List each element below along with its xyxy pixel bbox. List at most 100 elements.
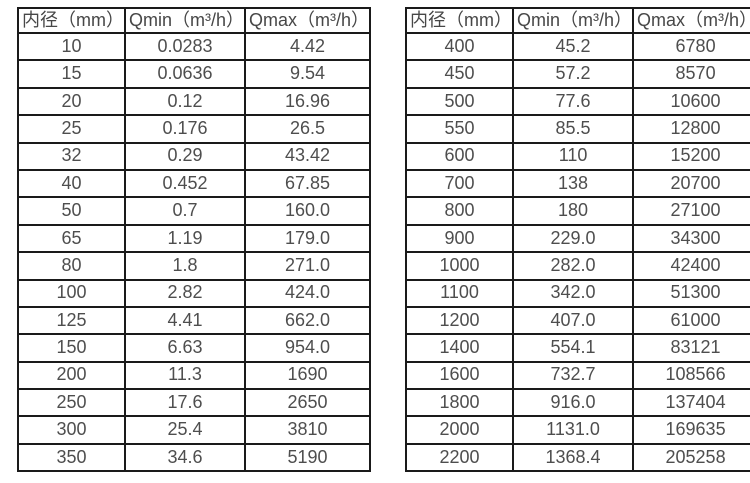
cell-qmax: 1690 — [244, 360, 372, 391]
cell-qmax: 9.54 — [244, 59, 372, 89]
cell-qmin: 0.452 — [123, 168, 247, 199]
table-row: 10 0.0283 4.42 — [17, 31, 372, 62]
table-row: 20 0.12 16.96 — [17, 86, 372, 117]
cell-qmin: 0.12 — [123, 86, 247, 117]
cell-inner-diameter: 500 — [405, 86, 515, 117]
cell-qmax: 42400 — [632, 251, 750, 281]
table-row: 800 180 27100 — [405, 196, 750, 226]
cell-qmax: 12800 — [632, 114, 750, 144]
cell-inner-diameter: 20 — [17, 86, 126, 117]
cell-qmax: 2650 — [244, 388, 372, 418]
cell-qmin: 342.0 — [512, 278, 635, 308]
cell-qmin: 57.2 — [512, 59, 635, 89]
table-row: 50 0.7 160.0 — [17, 196, 372, 226]
cell-inner-diameter: 800 — [405, 196, 515, 226]
cell-qmin: 1.8 — [123, 251, 247, 281]
cell-qmax: 83121 — [632, 333, 750, 363]
table-row: 500 77.6 10600 — [405, 86, 750, 117]
cell-inner-diameter: 80 — [17, 251, 126, 281]
cell-inner-diameter: 200 — [17, 360, 126, 391]
table-row: 1600 732.7 108566 — [405, 360, 750, 391]
table-row: 900 229.0 34300 — [405, 223, 750, 254]
cell-qmin: 77.6 — [512, 86, 635, 117]
cell-qmin: 229.0 — [512, 223, 635, 254]
cell-qmin: 34.6 — [123, 442, 247, 473]
flow-table-small-diameters: 内径（mm） Qmin（m³/h） Qmax（m³/h） 10 0.0283 4.4… — [17, 7, 372, 473]
cell-qmax: 5190 — [244, 442, 372, 473]
cell-inner-diameter: 125 — [17, 305, 126, 336]
cell-qmax: 954.0 — [244, 333, 372, 363]
cell-inner-diameter: 40 — [17, 168, 126, 199]
cell-qmax: 15200 — [632, 141, 750, 171]
cell-qmax: 424.0 — [244, 278, 372, 308]
table-row: 400 45.2 6780 — [405, 31, 750, 62]
cell-qmin: 282.0 — [512, 251, 635, 281]
cell-inner-diameter: 2200 — [405, 442, 515, 473]
header-qmax: Qmax（m³/h） — [632, 7, 750, 34]
cell-qmax: 16.96 — [244, 86, 372, 117]
cell-inner-diameter: 1400 — [405, 333, 515, 363]
table-row: 250 17.6 2650 — [17, 388, 372, 418]
cell-qmin: 0.0636 — [123, 59, 247, 89]
cell-inner-diameter: 1600 — [405, 360, 515, 391]
table-row: 200 11.3 1690 — [17, 360, 372, 391]
flow-rate-tables: 内径（mm） Qmin（m³/h） Qmax（m³/h） 10 0.0283 4.4… — [17, 7, 750, 473]
table-row: 300 25.4 3810 — [17, 415, 372, 445]
cell-qmax: 137404 — [632, 388, 750, 418]
cell-inner-diameter: 150 — [17, 333, 126, 363]
cell-qmax: 108566 — [632, 360, 750, 391]
cell-inner-diameter: 1000 — [405, 251, 515, 281]
cell-qmin: 1.19 — [123, 223, 247, 254]
cell-qmax: 169635 — [632, 415, 750, 445]
table-row: 1200 407.0 61000 — [405, 305, 750, 336]
cell-inner-diameter: 900 — [405, 223, 515, 254]
table-row: 1000 282.0 42400 — [405, 251, 750, 281]
cell-inner-diameter: 300 — [17, 415, 126, 445]
table-row: 65 1.19 179.0 — [17, 223, 372, 254]
table-row: 600 110 15200 — [405, 141, 750, 171]
cell-inner-diameter: 700 — [405, 168, 515, 199]
cell-qmax: 6780 — [632, 31, 750, 62]
table-row: 1100 342.0 51300 — [405, 278, 750, 308]
header-inner-diameter: 内径（mm） — [17, 7, 126, 34]
cell-inner-diameter: 1100 — [405, 278, 515, 308]
table-row: 700 138 20700 — [405, 168, 750, 199]
table-row: 1800 916.0 137404 — [405, 388, 750, 418]
header-qmin: Qmin（m³/h） — [123, 7, 247, 34]
header-qmin: Qmin（m³/h） — [512, 7, 635, 34]
cell-qmax: 67.85 — [244, 168, 372, 199]
flow-table-large-diameters: 内径（mm） Qmin（m³/h） Qmax（m³/h） 400 45.2 6780… — [405, 7, 750, 473]
cell-qmin: 554.1 — [512, 333, 635, 363]
table-row: 40 0.452 67.85 — [17, 168, 372, 199]
header-qmax: Qmax（m³/h） — [244, 7, 372, 34]
cell-qmin: 85.5 — [512, 114, 635, 144]
cell-qmax: 10600 — [632, 86, 750, 117]
cell-qmax: 205258 — [632, 442, 750, 473]
cell-inner-diameter: 400 — [405, 31, 515, 62]
cell-qmin: 0.29 — [123, 141, 247, 171]
cell-qmin: 6.63 — [123, 333, 247, 363]
table-row: 25 0.176 26.5 — [17, 114, 372, 144]
cell-inner-diameter: 1200 — [405, 305, 515, 336]
cell-qmin: 1368.4 — [512, 442, 635, 473]
table-row: 80 1.8 271.0 — [17, 251, 372, 281]
header-row: 内径（mm） Qmin（m³/h） Qmax（m³/h） — [405, 7, 750, 34]
cell-inner-diameter: 50 — [17, 196, 126, 226]
cell-inner-diameter: 15 — [17, 59, 126, 89]
cell-inner-diameter: 600 — [405, 141, 515, 171]
table-row: 350 34.6 5190 — [17, 442, 372, 473]
cell-qmax: 4.42 — [244, 31, 372, 62]
cell-qmax: 3810 — [244, 415, 372, 445]
cell-inner-diameter: 450 — [405, 59, 515, 89]
cell-qmin: 11.3 — [123, 360, 247, 391]
cell-inner-diameter: 25 — [17, 114, 126, 144]
cell-qmin: 138 — [512, 168, 635, 199]
cell-qmin: 17.6 — [123, 388, 247, 418]
header-inner-diameter: 内径（mm） — [405, 7, 515, 34]
cell-qmin: 407.0 — [512, 305, 635, 336]
cell-qmin: 4.41 — [123, 305, 247, 336]
cell-qmax: 26.5 — [244, 114, 372, 144]
table-row: 125 4.41 662.0 — [17, 305, 372, 336]
table-row: 550 85.5 12800 — [405, 114, 750, 144]
header-row: 内径（mm） Qmin（m³/h） Qmax（m³/h） — [17, 7, 372, 34]
